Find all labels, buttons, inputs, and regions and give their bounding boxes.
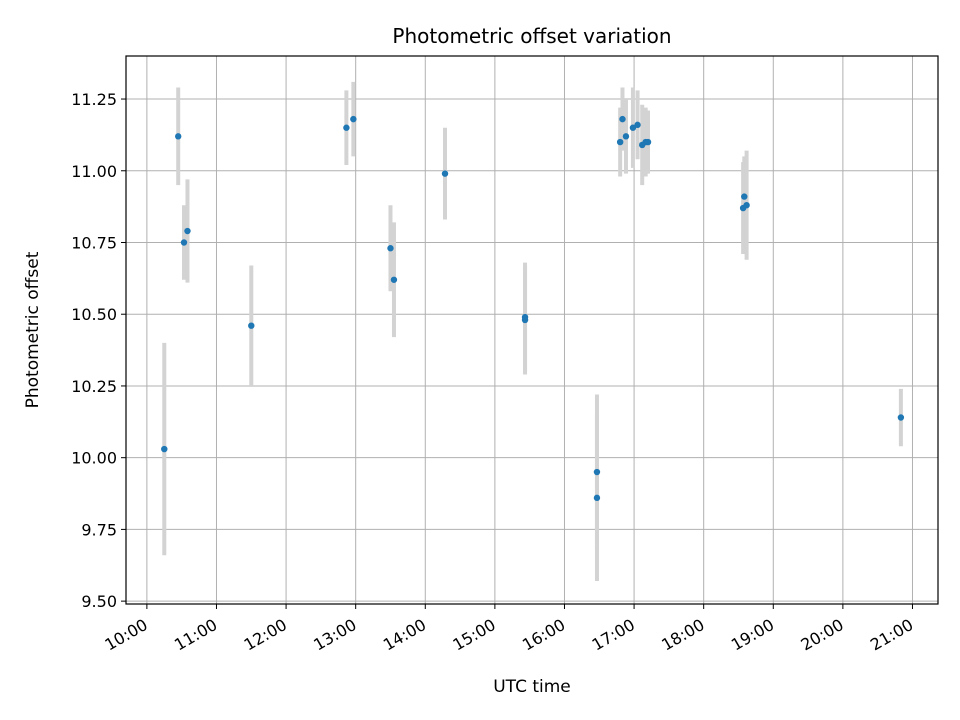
data-point bbox=[616, 138, 624, 146]
y-tick-label: 10.50 bbox=[71, 305, 117, 324]
plot-frame bbox=[125, 55, 939, 605]
data-point bbox=[741, 193, 748, 200]
data-point bbox=[619, 115, 626, 123]
grid-layer bbox=[126, 56, 938, 604]
data-point bbox=[634, 121, 641, 129]
y-axis-label: Photometric offset bbox=[23, 251, 43, 408]
data-point bbox=[644, 138, 652, 146]
y-tick-label: 9.75 bbox=[81, 520, 117, 539]
data-point bbox=[629, 124, 637, 131]
data-point bbox=[897, 414, 905, 421]
data-point bbox=[350, 115, 357, 123]
y-tick-label: 9.50 bbox=[81, 592, 117, 611]
y-tick-label: 10.75 bbox=[71, 233, 117, 252]
data-point bbox=[743, 201, 750, 209]
data-point bbox=[521, 316, 529, 324]
data-point bbox=[441, 170, 449, 177]
y-tick-label: 10.00 bbox=[71, 449, 117, 468]
y-tick-label: 10.25 bbox=[71, 377, 117, 396]
data-point bbox=[593, 468, 601, 476]
data-point bbox=[180, 239, 188, 246]
data-point bbox=[161, 445, 168, 453]
data-point bbox=[184, 227, 191, 235]
data-point bbox=[387, 245, 394, 252]
data-point bbox=[175, 133, 182, 140]
data-point bbox=[390, 276, 398, 283]
data-point bbox=[593, 494, 601, 502]
y-tick-label: 11.25 bbox=[71, 90, 117, 109]
data-point bbox=[343, 124, 350, 131]
point-layer bbox=[161, 115, 905, 502]
x-axis-label: UTC time bbox=[493, 677, 571, 697]
data-point bbox=[622, 133, 630, 140]
y-tick-label: 11.00 bbox=[71, 162, 117, 181]
chart-title: Photometric offset variation bbox=[392, 24, 671, 48]
data-point bbox=[248, 322, 255, 329]
